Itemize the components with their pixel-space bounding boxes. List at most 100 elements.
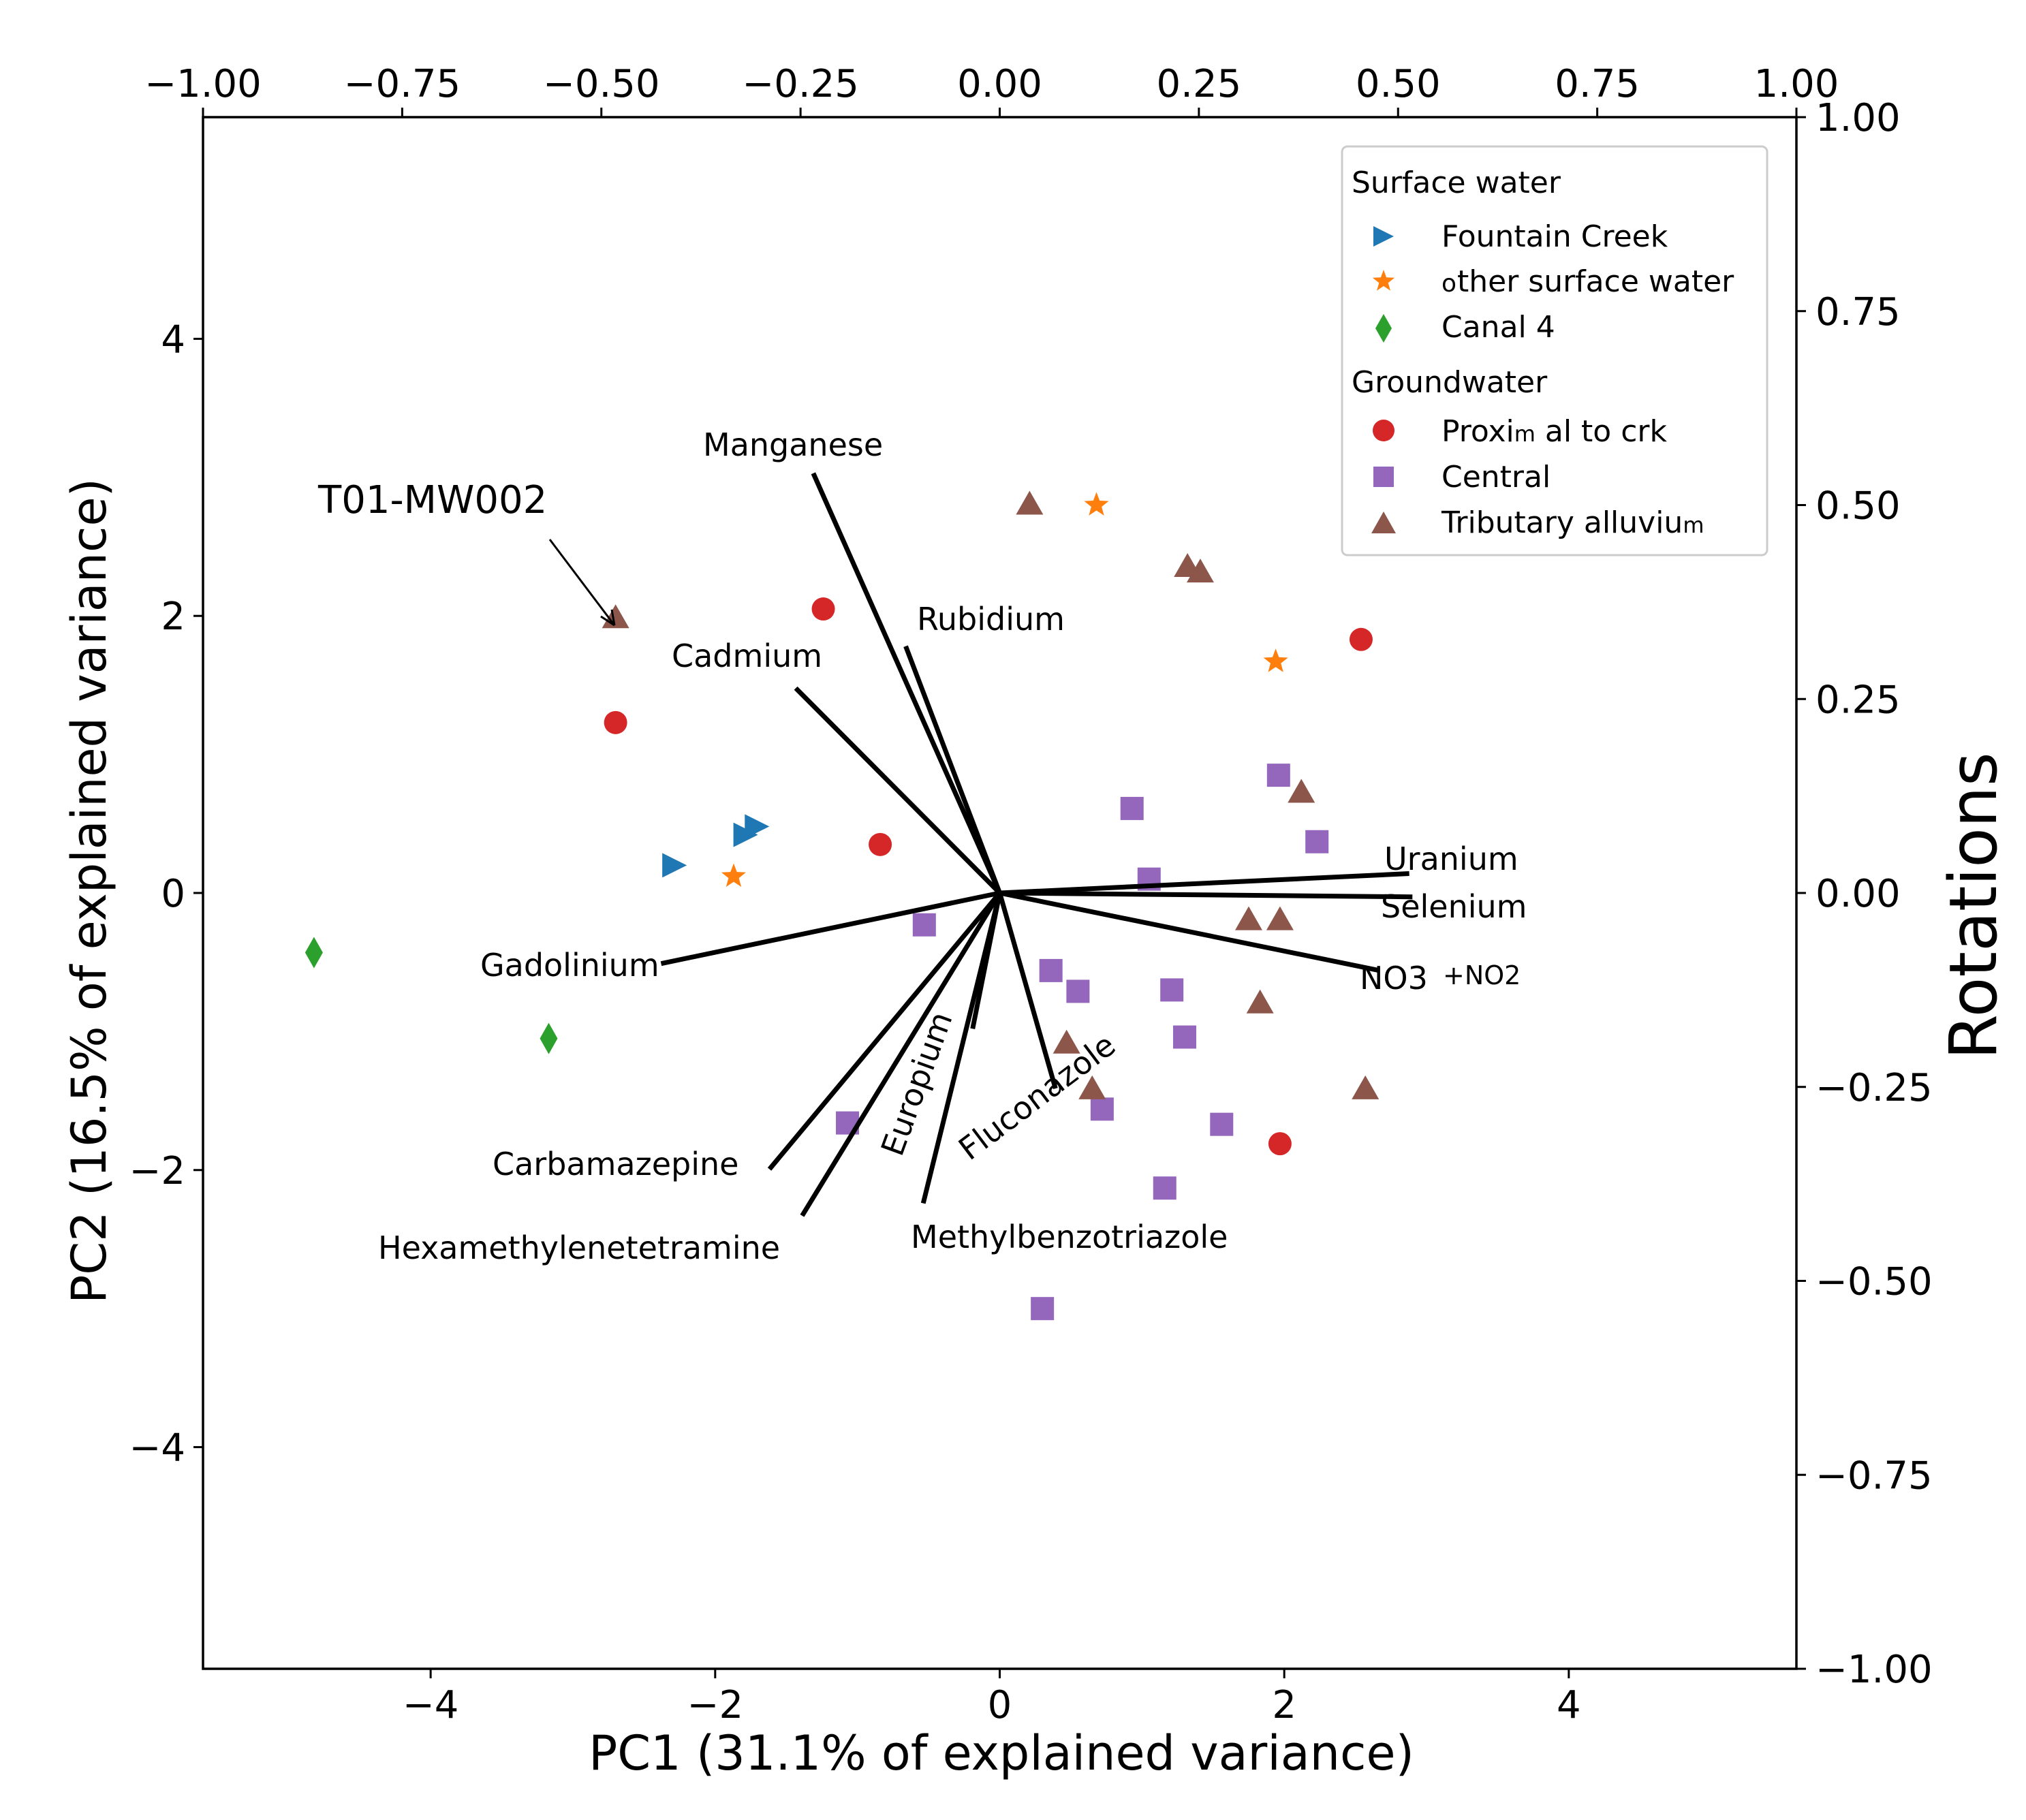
marker-central <box>1266 764 1290 787</box>
legend-label-fountain-creek: Fountain Creek <box>1441 219 1668 254</box>
y-tick-label: 4 <box>161 317 185 362</box>
vector-uranium <box>999 871 1409 896</box>
marker-tributary-alluvium <box>1234 906 1262 930</box>
marker-fountain-creek <box>662 853 687 878</box>
x-tick-label: 2 <box>1272 1683 1296 1727</box>
marker-central <box>1160 978 1184 1002</box>
legend-marker-canal-4 <box>1375 314 1392 343</box>
marker-central <box>1039 958 1063 982</box>
marker-proximal-to-crk <box>1349 627 1373 651</box>
data-markers <box>305 490 1380 1321</box>
marker-fountain-creek <box>745 814 770 839</box>
vector-manganese <box>811 472 1002 894</box>
secondary-x-tick-label: 1.00 <box>1754 62 1839 106</box>
legend-marker-fountain-creek <box>1373 226 1394 247</box>
secondary-y-tick-label: 0.00 <box>1815 872 1901 916</box>
secondary-x-tick-label: −0.75 <box>344 62 461 106</box>
marker-tributary-alluvium <box>1186 559 1214 583</box>
vector-hexamethylenetetramine <box>800 892 1002 1217</box>
secondary-x-tick-label: −0.25 <box>742 62 859 106</box>
marker-central <box>1120 796 1144 820</box>
marker-central <box>1066 979 1090 1003</box>
vector-label-manganese: Manganese <box>703 426 883 463</box>
x-tick-label: 0 <box>988 1683 1012 1727</box>
secondary-x-tick-label: 0.50 <box>1356 62 1441 106</box>
marker-tributary-alluvium <box>602 604 629 629</box>
marker-central <box>1305 830 1329 853</box>
marker-tributary-alluvium <box>1016 490 1044 515</box>
vector-label-methylbenzotriazole: Methylbenzotriazole <box>911 1219 1228 1255</box>
marker-central <box>1153 1176 1176 1200</box>
legend-group-surface-water: Surface water <box>1352 166 1561 200</box>
legend-label-other-surface-water: ther surface water <box>1457 264 1734 299</box>
marker-proximal-to-crk <box>604 710 627 734</box>
vector-label-carbamazepine: Carbamazepine <box>493 1146 739 1182</box>
vector-label-uranium: Uranium <box>1384 841 1518 877</box>
marker-canal-4 <box>540 1022 558 1054</box>
y-axis-title: PC2 (16.5% of explained variance) <box>61 478 117 1304</box>
vector-label-hexamethylenetetramine: Hexamethylenetetramine <box>378 1229 780 1266</box>
legend-marker-central <box>1373 467 1394 487</box>
legend-label-central: Central <box>1441 460 1550 495</box>
marker-canal-4 <box>305 937 323 969</box>
legend-label-tributary: Tributary alluvium <box>1441 505 1704 540</box>
vector-label-selenium: Selenium <box>1381 888 1527 925</box>
vector-selenium <box>999 890 1413 900</box>
secondary-y-tick-label: 0.25 <box>1815 678 1901 722</box>
secondary-x-tick-label: 0.00 <box>957 62 1042 106</box>
marker-tributary-alluvium <box>1246 989 1274 1014</box>
x-tick-label: −4 <box>403 1683 459 1727</box>
legend-label-canal-4: Canal 4 <box>1441 310 1555 345</box>
secondary-y-tick-label: −0.50 <box>1815 1260 1933 1304</box>
marker-other-surface-water <box>721 863 746 887</box>
marker-central <box>1090 1097 1114 1121</box>
annotation-arrow-head <box>600 609 616 627</box>
y-tick-label: 0 <box>161 872 185 916</box>
marker-central <box>1210 1112 1234 1136</box>
legend-label-proximal: Proxim al to crk <box>1441 414 1667 449</box>
secondary-x-tick-label: −1.00 <box>144 62 262 106</box>
secondary-x-tick-label: 0.75 <box>1555 62 1640 106</box>
vector-label-rubidium: Rubidium <box>917 601 1065 638</box>
marker-proximal-to-crk <box>869 832 892 856</box>
vector-rubidium <box>903 645 1002 894</box>
x-tick-label: 4 <box>1557 1683 1581 1727</box>
vector-gadolinium <box>660 890 1001 967</box>
secondary-y-tick-label: 0.50 <box>1815 484 1901 529</box>
marker-central <box>1172 1025 1196 1049</box>
legend-box <box>1341 145 1768 556</box>
secondary-y-tick-label: 1.00 <box>1815 96 1901 140</box>
loading-vectors <box>660 472 1413 1217</box>
vector-label-cadmium: Cadmium <box>672 638 822 674</box>
marker-central <box>912 913 936 937</box>
secondary-y-tick-label: −1.00 <box>1815 1648 1933 1692</box>
marker-other-surface-water <box>1084 492 1109 516</box>
vector-label-gadolinium: Gadolinium <box>480 947 659 984</box>
marker-tributary-alluvium <box>1053 1029 1080 1054</box>
secondary-x-tick-label: −0.50 <box>543 62 660 106</box>
secondary-y-tick-label: −0.25 <box>1815 1066 1933 1110</box>
x-tick-label: −2 <box>687 1683 744 1727</box>
legend-marker-proximal <box>1373 420 1394 441</box>
marker-other-surface-water <box>1263 648 1288 672</box>
secondary-y-tick-label: 0.75 <box>1815 290 1901 334</box>
x-axis-title: PC1 (31.1% of explained variance) <box>589 1725 1414 1781</box>
y-tick-label: −2 <box>129 1149 185 1193</box>
legend-label-other-prefix: o <box>1441 270 1456 298</box>
marker-proximal-to-crk <box>1268 1132 1292 1156</box>
vector-fluconazole <box>997 892 1058 1089</box>
marker-tributary-alluvium <box>1288 779 1315 803</box>
secondary-y-axis-title: Rotations <box>1935 752 2012 1060</box>
marker-tributary-alluvium <box>1352 1075 1380 1099</box>
marker-tributary-alluvium <box>1078 1075 1106 1099</box>
marker-central <box>1031 1297 1055 1321</box>
marker-tributary-alluvium <box>1266 906 1294 930</box>
vector-cadmium <box>794 686 1001 895</box>
vector-label-no3: NO3 <box>1360 960 1428 997</box>
secondary-y-tick-label: −0.75 <box>1815 1454 1933 1498</box>
annotation-arrow-line <box>548 539 616 626</box>
secondary-x-tick-label: 0.25 <box>1157 62 1242 106</box>
legend-group-groundwater: Groundwater <box>1352 365 1548 400</box>
legend-marker-tributary <box>1371 512 1396 533</box>
